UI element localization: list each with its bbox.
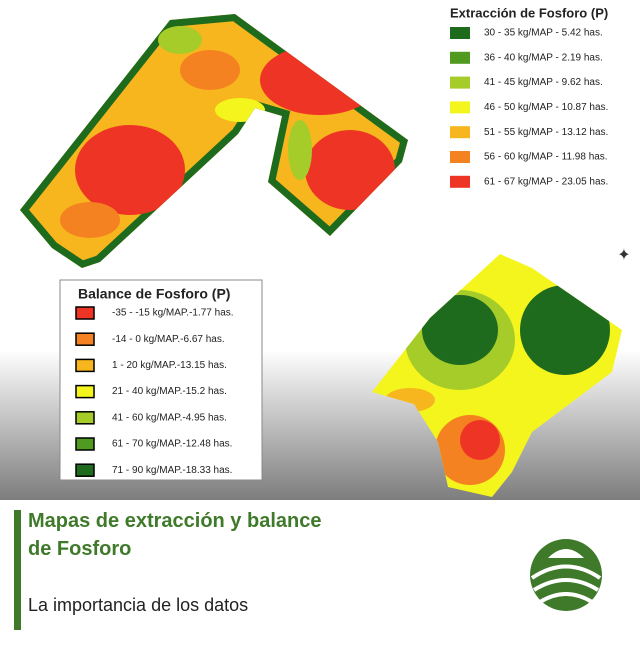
legend-swatch — [450, 101, 470, 114]
legend-label: 51 - 55 kg/MAP - 13.12 has. — [484, 127, 608, 138]
compass-icon: ✦ — [617, 247, 630, 264]
legend-label: 41 - 45 kg/MAP - 9.62 has. — [484, 77, 603, 88]
legend-label: 56 - 60 kg/MAP - 11.98 has. — [484, 152, 608, 163]
legend-label: 1 - 20 kg/MAP.-13.15 has. — [112, 360, 227, 371]
legend-swatch — [75, 384, 95, 399]
legend-title: Balance de Fosforo (P) — [78, 286, 230, 302]
logo — [530, 539, 602, 611]
accent-bar — [14, 510, 21, 630]
legend-swatch — [450, 76, 470, 89]
legend-swatch — [75, 306, 95, 320]
legend-swatch — [450, 27, 470, 39]
legend-label: 46 - 50 kg/MAP - 10.87 has. — [484, 102, 608, 113]
legend-label: 61 - 70 kg/MAP.-12.48 has. — [112, 439, 232, 450]
legend-label: 41 - 60 kg/MAP.-4.95 has. — [112, 412, 227, 423]
legend-swatch — [75, 332, 95, 346]
legend-label: -14 - 0 kg/MAP.-6.67 has. — [112, 334, 225, 345]
legend-label: 36 - 40 kg/MAP - 2.19 has. — [484, 52, 603, 63]
legend-label: 71 - 90 kg/MAP.-18.33 has. — [112, 465, 232, 476]
legend-label: 30 - 35 kg/MAP - 5.42 has. — [484, 28, 603, 39]
footer-subtitle: La importancia de los datos — [28, 595, 248, 615]
legend-label: -35 - -15 kg/MAP.-1.77 has. — [112, 308, 234, 319]
legend-swatch — [75, 437, 95, 451]
legend-swatch — [75, 463, 95, 477]
legend-title: Extracción de Fosforo (P) — [450, 5, 608, 20]
legend-swatch — [450, 175, 470, 188]
legend-label: 21 - 40 kg/MAP.-15.2 has. — [112, 386, 227, 397]
legend-swatch — [75, 358, 95, 373]
legend-swatch — [450, 51, 470, 64]
legend-swatch — [450, 151, 470, 163]
legend-swatch — [75, 411, 95, 425]
legend-swatch — [450, 126, 470, 139]
extraction-legend: Extracción de Fosforo (P) 30 - 35 kg/MAP… — [450, 5, 608, 188]
footer-title: Mapas de extracción y balance de Fosforo — [28, 510, 321, 560]
legend-label: 61 - 67 kg/MAP - 23.05 has. — [484, 176, 608, 187]
balance-legend: Balance de Fosforo (P) -35 - -15 kg/MAP.… — [75, 286, 234, 477]
